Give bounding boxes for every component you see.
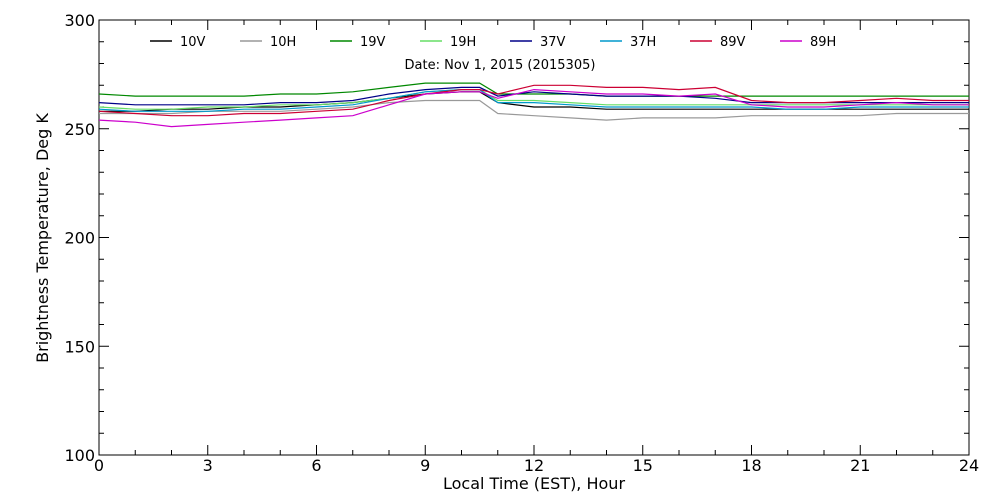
legend-label: 19H [450,35,476,50]
y-tick-label: 150 [64,337,95,356]
x-tick-label: 21 [850,456,870,475]
x-axis-title: Local Time (EST), Hour [443,474,625,493]
legend-label: 37V [540,35,566,50]
chart-subtitle: Date: Nov 1, 2015 (2015305) [405,58,596,73]
legend-label: 10H [270,35,296,50]
series-line-19h [98,88,969,110]
legend: 10V 10H 19V 19H 37V 37H 89V 89H [150,35,836,50]
x-tick-label: 12 [524,456,544,475]
series-line-37h [98,88,969,112]
y-tick-label: 200 [64,229,95,248]
x-tick-label: 24 [959,456,979,475]
x-tick-label: 6 [311,456,321,475]
series-lines [98,82,969,128]
legend-label: 37H [630,35,656,50]
legend-label: 89H [810,35,836,50]
x-tick-label: 3 [203,456,213,475]
y-tick-label: 100 [64,446,95,465]
y-tick-label: 300 [64,11,95,30]
x-tick-label: 9 [420,456,430,475]
legend-label: 19V [360,35,386,50]
series-line-89h [98,88,969,128]
x-tick-label: 18 [741,456,761,475]
series-line-89v [98,84,969,117]
x-tick-label: 15 [633,456,653,475]
legend-label: 10V [180,35,206,50]
legend-label: 89V [720,35,746,50]
series-line-10h [99,99,969,121]
y-tick-label: 250 [64,120,95,139]
axis-ticks: 0 3 6 9 12 15 18 21 24 100 150 200 250 300 [64,11,979,475]
x-tick-label: 0 [94,456,104,475]
y-axis-title: Brightness Temperature, Deg K [33,113,52,363]
